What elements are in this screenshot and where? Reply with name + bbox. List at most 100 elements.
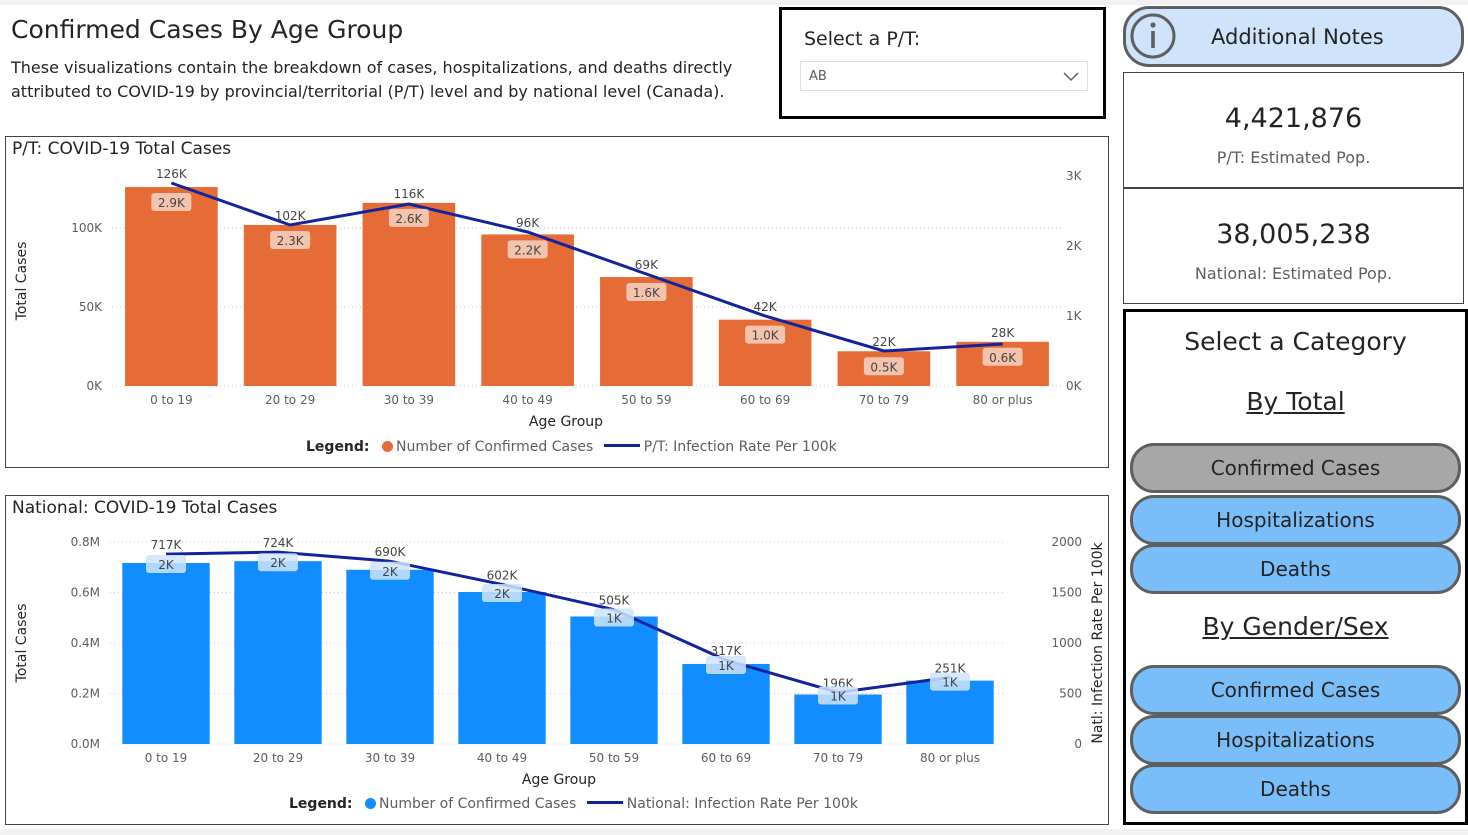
line-data-label: 1K	[942, 676, 959, 690]
x-tick-label: 80 or plus	[973, 393, 1033, 407]
line-data-label: 2.6K	[395, 212, 423, 226]
x-tick-label: 20 to 29	[253, 751, 303, 765]
line-data-label: 0.6K	[989, 351, 1017, 365]
by-total-heading: By Total	[1246, 387, 1345, 416]
bar-data-label: 505K	[599, 594, 631, 608]
bar-data-label: 102K	[275, 209, 307, 223]
x-tick-label: 50 to 59	[589, 751, 639, 765]
bar-data-label: 96K	[516, 216, 540, 230]
national-cases-chart: National: COVID-19 Total Cases 0.0M 0.2M 0…	[5, 495, 1109, 825]
y-axis-title: Total Cases	[14, 604, 30, 684]
line-data-label: 2K	[158, 558, 175, 572]
pt-population-label: P/T: Estimated Pop.	[1216, 148, 1371, 167]
bar-data-label: 126K	[156, 167, 188, 181]
total-confirmed-cases-button[interactable]: Confirmed Cases	[1130, 443, 1461, 493]
x-tick-label: 40 to 49	[477, 751, 527, 765]
top-border	[0, 0, 1468, 5]
x-tick-label: 0 to 19	[150, 393, 193, 407]
additional-notes-button[interactable]: Additional Notes	[1123, 6, 1464, 67]
bar-data-label: 690K	[375, 545, 407, 559]
chart-legend: Legend: Number of Confirmed Cases P/T: I…	[306, 439, 837, 455]
gender-confirmed-cases-button[interactable]: Confirmed Cases	[1130, 665, 1461, 715]
bar-data-label: 22K	[872, 335, 896, 349]
y2-tick-label: 1000	[1051, 636, 1082, 650]
line-data-label-bg	[151, 193, 192, 212]
bar-data-label: 602K	[487, 568, 519, 582]
line-data-label: 0.5K	[870, 360, 898, 374]
bar	[362, 202, 456, 386]
y-tick-label: 0.2M	[71, 687, 100, 701]
line-data-label: 1K	[718, 659, 735, 673]
y-tick-label: 0.6M	[71, 586, 100, 600]
national-population-label: National: Estimated Pop.	[1194, 264, 1393, 283]
pt-dropdown-value: AB	[809, 69, 827, 84]
bar-data-label: 28K	[991, 326, 1015, 340]
pt-population-card: 4,421,876 P/T: Estimated Pop.	[1123, 72, 1464, 188]
x-tick-label: 30 to 39	[365, 751, 415, 765]
pt-dropdown[interactable]: AB	[800, 61, 1088, 91]
pt-population-value: 4,421,876	[1224, 103, 1363, 134]
legend-bar-swatch	[364, 798, 376, 809]
category-panel-title: Select a Category	[1184, 327, 1407, 356]
pt-slicer: Select a P/T: AB	[779, 7, 1106, 119]
national-population-value: 38,005,238	[1216, 219, 1371, 250]
line-data-label-bg	[370, 561, 410, 580]
line-data-label-bg	[626, 283, 667, 302]
chart-legend: Legend: Number of Confirmed Cases Nation…	[289, 796, 858, 812]
line-data-label-bg	[270, 230, 311, 249]
line-data-label-bg	[706, 655, 746, 674]
gender-hospitalizations-button[interactable]: Hospitalizations	[1130, 715, 1461, 765]
legend-line-label: P/T: Infection Rate Per 100k	[643, 439, 837, 455]
x-tick-label: 70 to 79	[859, 393, 909, 407]
y2-axis-title: Natl: Infection Rate Per 100k	[1090, 541, 1106, 743]
bar-data-label: 69K	[635, 258, 659, 272]
line-data-label: 2K	[382, 565, 399, 579]
line-data-label-bg	[146, 554, 186, 573]
bar-data-label: 116K	[393, 187, 425, 201]
line-data-label-bg	[482, 583, 522, 602]
line-data-label-bg	[594, 608, 634, 627]
line-data-label-bg	[507, 240, 548, 259]
x-tick-label: 30 to 39	[384, 393, 434, 407]
line-data-label: 1.0K	[752, 329, 780, 343]
y2-tick-label: 0K	[1066, 379, 1083, 393]
legend-bar-label: Number of Confirmed Cases	[395, 439, 594, 455]
legend-line-label: National: Infection Rate Per 100k	[626, 796, 858, 812]
line-data-label-bg	[818, 686, 858, 705]
x-tick-label: 60 to 69	[701, 751, 751, 765]
y2-tick-label: 2K	[1066, 239, 1083, 253]
line-data-label-bg	[745, 325, 786, 344]
y-tick-label: 0K	[86, 379, 103, 393]
x-axis-title: Age Group	[529, 414, 603, 430]
line-data-label: 2.2K	[514, 243, 542, 257]
y2-tick-label: 1500	[1051, 586, 1082, 600]
category-panel: Select a Category By Total Confirmed Cas…	[1123, 309, 1468, 825]
line-data-label: 2K	[270, 556, 287, 570]
x-tick-label: 0 to 19	[145, 751, 188, 765]
line-data-label-bg	[982, 347, 1023, 366]
bar	[125, 187, 218, 386]
line-data-label: 2.3K	[277, 234, 305, 248]
x-tick-label: 70 to 79	[813, 751, 863, 765]
legend-bar-label: Number of Confirmed Cases	[378, 796, 577, 812]
line-data-label: 1.6K	[633, 286, 661, 300]
national-chart-plot: 0.0M 0.2M 0.4M 0.6M 0.8M 0 500 1000 1500 2000 0 to…	[14, 535, 1106, 788]
line-data-label: 2K	[494, 587, 511, 601]
gender-deaths-button[interactable]: Deaths	[1130, 764, 1461, 814]
bar	[481, 234, 574, 386]
national-population-card: 38,005,238 National: Estimated Pop.	[1123, 188, 1464, 304]
bar	[346, 569, 434, 744]
x-tick-label: 20 to 29	[265, 393, 315, 407]
pt-select-label: Select a P/T:	[804, 28, 921, 50]
x-tick-label: 60 to 69	[740, 393, 790, 407]
bar-data-label: 251K	[935, 661, 967, 675]
pt-cases-chart: P/T: COVID-19 Total Cases 0K 50K 100K 0K 1K 2…	[5, 136, 1109, 468]
chevron-down-icon[interactable]	[1063, 69, 1079, 83]
legend-title: Legend:	[289, 796, 353, 812]
total-hospitalizations-button[interactable]: Hospitalizations	[1130, 495, 1461, 545]
line-series	[170, 181, 1003, 353]
y-axis-title: Total Cases	[14, 242, 30, 322]
total-deaths-button[interactable]: Deaths	[1130, 544, 1461, 594]
y2-tick-label: 2000	[1051, 535, 1082, 549]
bar	[243, 224, 337, 386]
